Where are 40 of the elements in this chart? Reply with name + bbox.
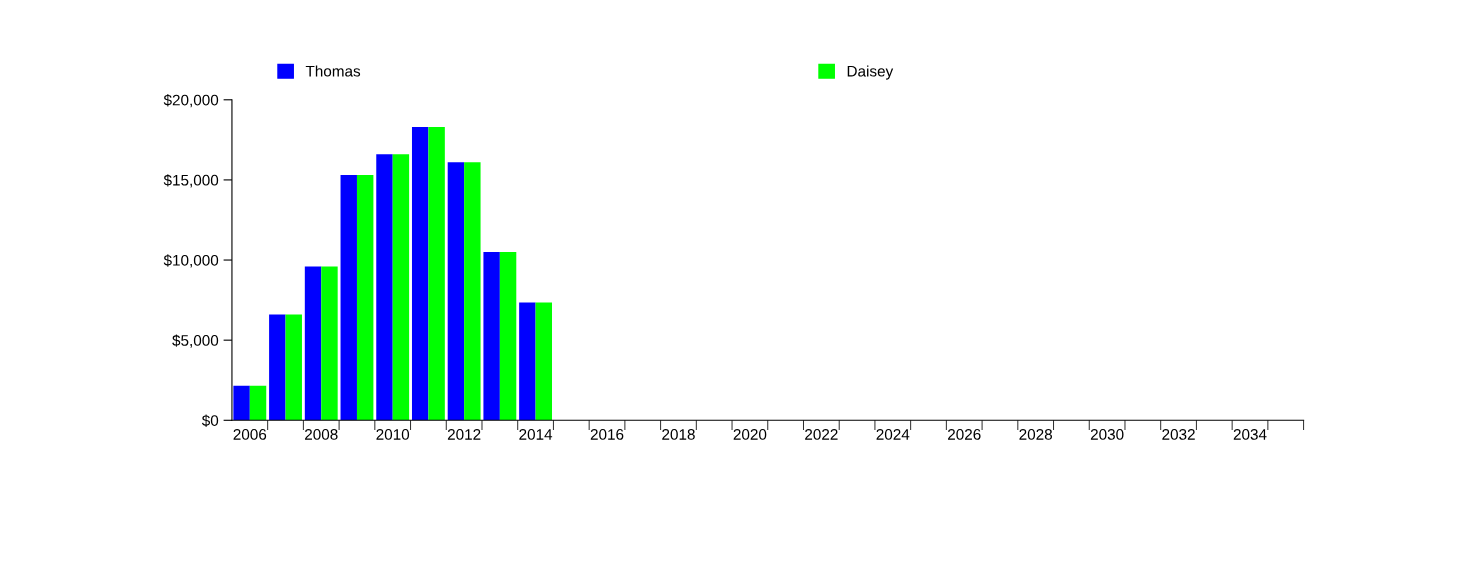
bar [249, 385, 267, 421]
y-tick-label: $5,000 [172, 334, 219, 348]
x-tick-label: 2022 [805, 429, 838, 440]
x-tick-label: 2012 [447, 429, 481, 440]
x-tick-label: 2018 [662, 429, 695, 440]
x-tick-label: 2026 [948, 429, 981, 440]
bar [535, 302, 553, 421]
bar [519, 302, 536, 421]
legend-label: Thomas [305, 65, 361, 77]
bar [304, 266, 322, 421]
x-tick-label: 2032 [1162, 429, 1195, 440]
x-tick-label: 2010 [376, 429, 410, 440]
x-tick-label: 2014 [519, 429, 553, 440]
bar [376, 154, 393, 421]
bar [285, 314, 302, 421]
x-tick-label: 2020 [733, 429, 767, 440]
bar [483, 252, 500, 421]
bar [392, 154, 410, 421]
bar [340, 175, 357, 421]
bar [233, 385, 250, 421]
y-tick-label: $10,000 [163, 254, 219, 268]
bar [356, 175, 374, 421]
legend-label: Daisey [847, 65, 894, 80]
bar [321, 266, 338, 421]
bar [464, 162, 481, 421]
x-tick-label: 2034 [1233, 429, 1267, 440]
y-tick-label: $15,000 [163, 174, 219, 188]
bar [447, 162, 465, 421]
x-tick-label: 2030 [1090, 429, 1124, 440]
y-tick-label: $20,000 [163, 94, 219, 108]
x-tick-label: 2016 [590, 429, 624, 440]
y-tick-label: $0 [201, 414, 219, 427]
bar [499, 252, 517, 421]
bar [411, 127, 429, 421]
x-tick-label: 2024 [876, 429, 910, 440]
bar [428, 127, 445, 421]
bar [269, 314, 286, 421]
x-tick-label: 2006 [233, 429, 267, 440]
x-tick-label: 2028 [1019, 429, 1052, 440]
x-tick-label: 2008 [305, 429, 338, 440]
